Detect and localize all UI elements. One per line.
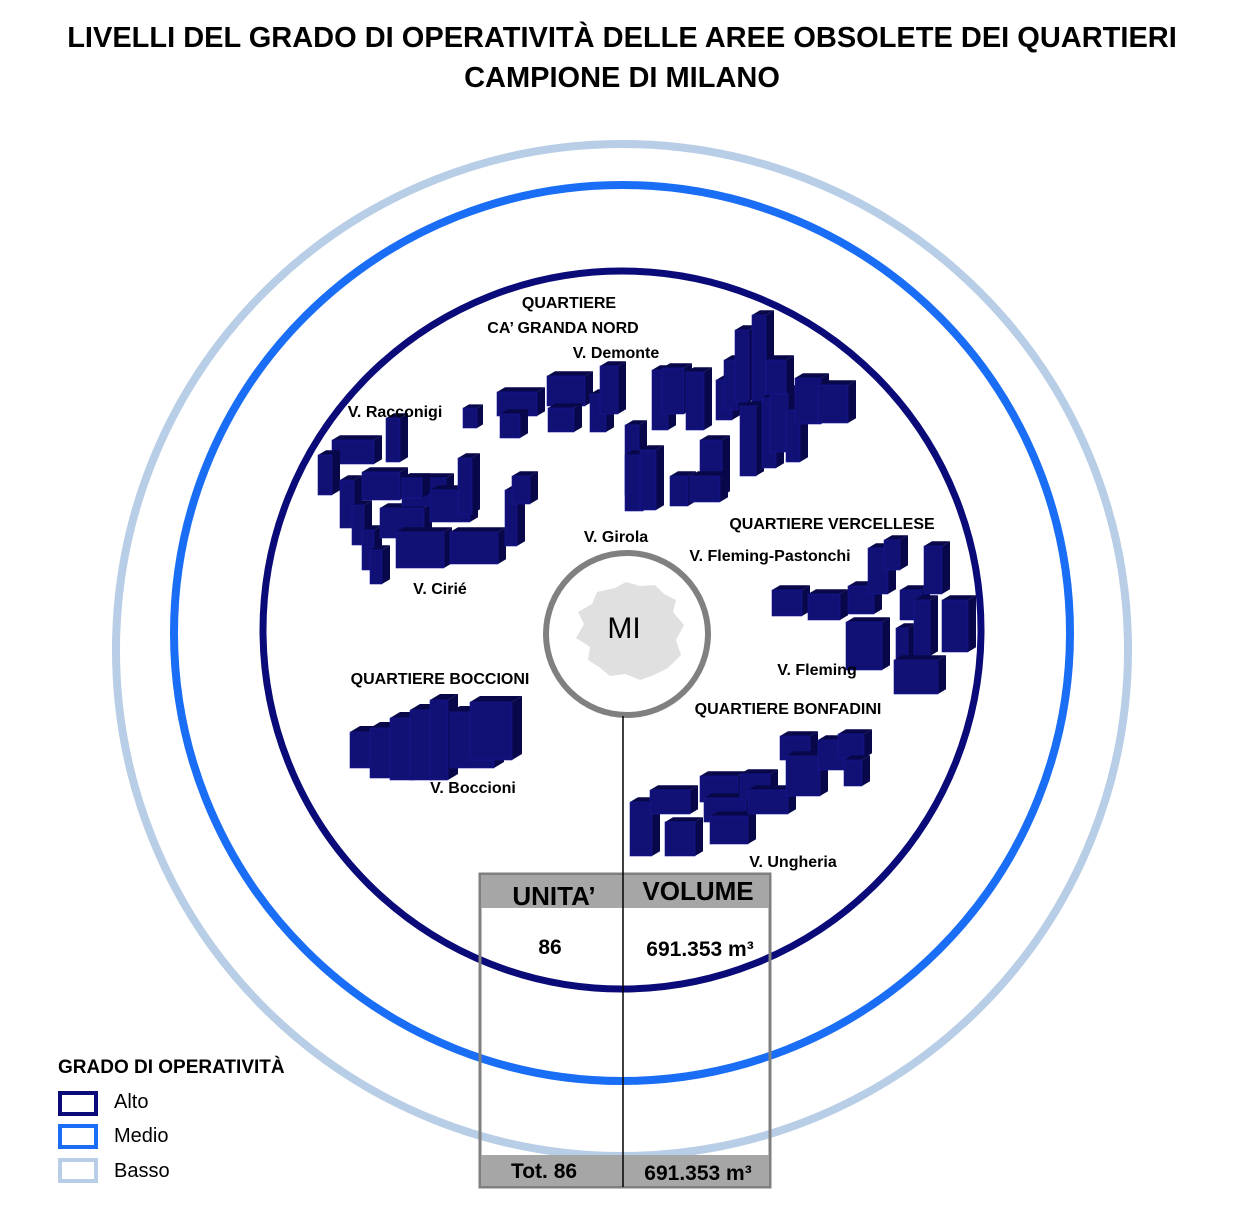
label-v-ungheria: V. Ungheria: [749, 854, 837, 871]
building-blocks: [317, 310, 976, 857]
building-block: [395, 527, 452, 569]
total-units: Tot. 86: [511, 1160, 577, 1183]
building-block: [689, 471, 728, 503]
building-block: [547, 403, 582, 433]
building-block: [843, 755, 870, 787]
title-line-1: LIVELLI DEL GRADO DI OPERATIVITÀ DELLE A…: [67, 22, 1177, 54]
building-block: [639, 445, 664, 511]
building-block: [401, 473, 430, 499]
building-block: [709, 811, 756, 845]
boccioni-title: QUARTIERE BOCCIONI: [351, 671, 530, 688]
building-block: [317, 450, 340, 496]
table-frame: [478, 872, 772, 1189]
building-block: [599, 361, 626, 415]
page-title: LIVELLI DEL GRADO DI OPERATIVITÀ DELLE A…: [0, 18, 1244, 98]
label-v-girola: V. Girola: [584, 529, 648, 546]
ring-alto: [259, 267, 985, 993]
ring-medio: [170, 181, 1074, 1085]
building-block: [546, 371, 593, 407]
milan-city-shape: [576, 582, 684, 680]
milan-label: MI: [607, 612, 640, 645]
title-line-2: CAMPIONE DI MILANO: [464, 62, 780, 94]
building-block: [457, 453, 480, 515]
building-block: [685, 367, 712, 431]
building-block: [511, 471, 538, 505]
cell-volume: 691.353 m³: [646, 938, 753, 961]
building-block: [469, 696, 522, 761]
building-block: [893, 655, 946, 695]
cell-units: 86: [538, 936, 561, 959]
label-v-racconigi: V. Racconigi: [348, 404, 443, 421]
bonfadini-title: QUARTIERE BONFADINI: [695, 701, 882, 718]
legend-label-basso: Basso: [114, 1160, 170, 1182]
building-block: [883, 535, 908, 571]
legend-label-alto: Alto: [114, 1091, 148, 1113]
ca-granda-title-2: CA’ GRANDA NORD: [487, 320, 638, 337]
label-v-boccioni: V. Boccioni: [430, 780, 516, 797]
building-block: [913, 595, 938, 657]
header-units: UNITA’: [512, 881, 595, 911]
table-total-bg: [481, 1155, 769, 1186]
building-block: [817, 380, 856, 424]
ca-granda-title-1: QUARTIERE: [522, 295, 617, 312]
building-block: [361, 467, 408, 501]
building-block: [499, 409, 528, 439]
label-v-fleming-pastonchi: V. Fleming-Pastonchi: [689, 548, 850, 565]
header-volume: VOLUME: [642, 876, 753, 906]
building-block: [845, 617, 890, 671]
building-block: [649, 785, 698, 815]
building-block: [739, 401, 764, 477]
building-block: [837, 729, 872, 759]
legend-swatch-basso: [58, 1158, 98, 1183]
building-block: [664, 817, 703, 857]
table-header-bg: [481, 875, 769, 908]
label-v-cirie: V. Cirié: [413, 581, 467, 598]
building-block: [462, 404, 483, 429]
legend: GRADO DI OPERATIVITÀ Alto Medio Basso: [58, 1056, 285, 1183]
building-block: [385, 413, 408, 463]
building-block: [771, 585, 810, 617]
building-block: [369, 545, 390, 585]
legend-label-medio: Medio: [114, 1125, 168, 1147]
building-block: [765, 355, 794, 395]
summary-table: UNITA’ VOLUME 86 691.353 m³ Tot. 86 691.…: [478, 716, 772, 1189]
legend-swatch-alto: [58, 1091, 98, 1116]
label-v-fleming: V. Fleming: [777, 662, 856, 679]
building-block: [807, 589, 848, 621]
building-block: [923, 541, 950, 595]
label-v-demonte: V. Demonte: [573, 345, 660, 362]
total-volume: 691.353 m³: [644, 1162, 751, 1185]
legend-swatch-medio: [58, 1124, 98, 1149]
building-block: [941, 595, 976, 653]
building-block: [449, 527, 506, 565]
legend-title: GRADO DI OPERATIVITÀ: [58, 1056, 285, 1078]
vercellese-title: QUARTIERE VERCELLESE: [729, 516, 935, 533]
